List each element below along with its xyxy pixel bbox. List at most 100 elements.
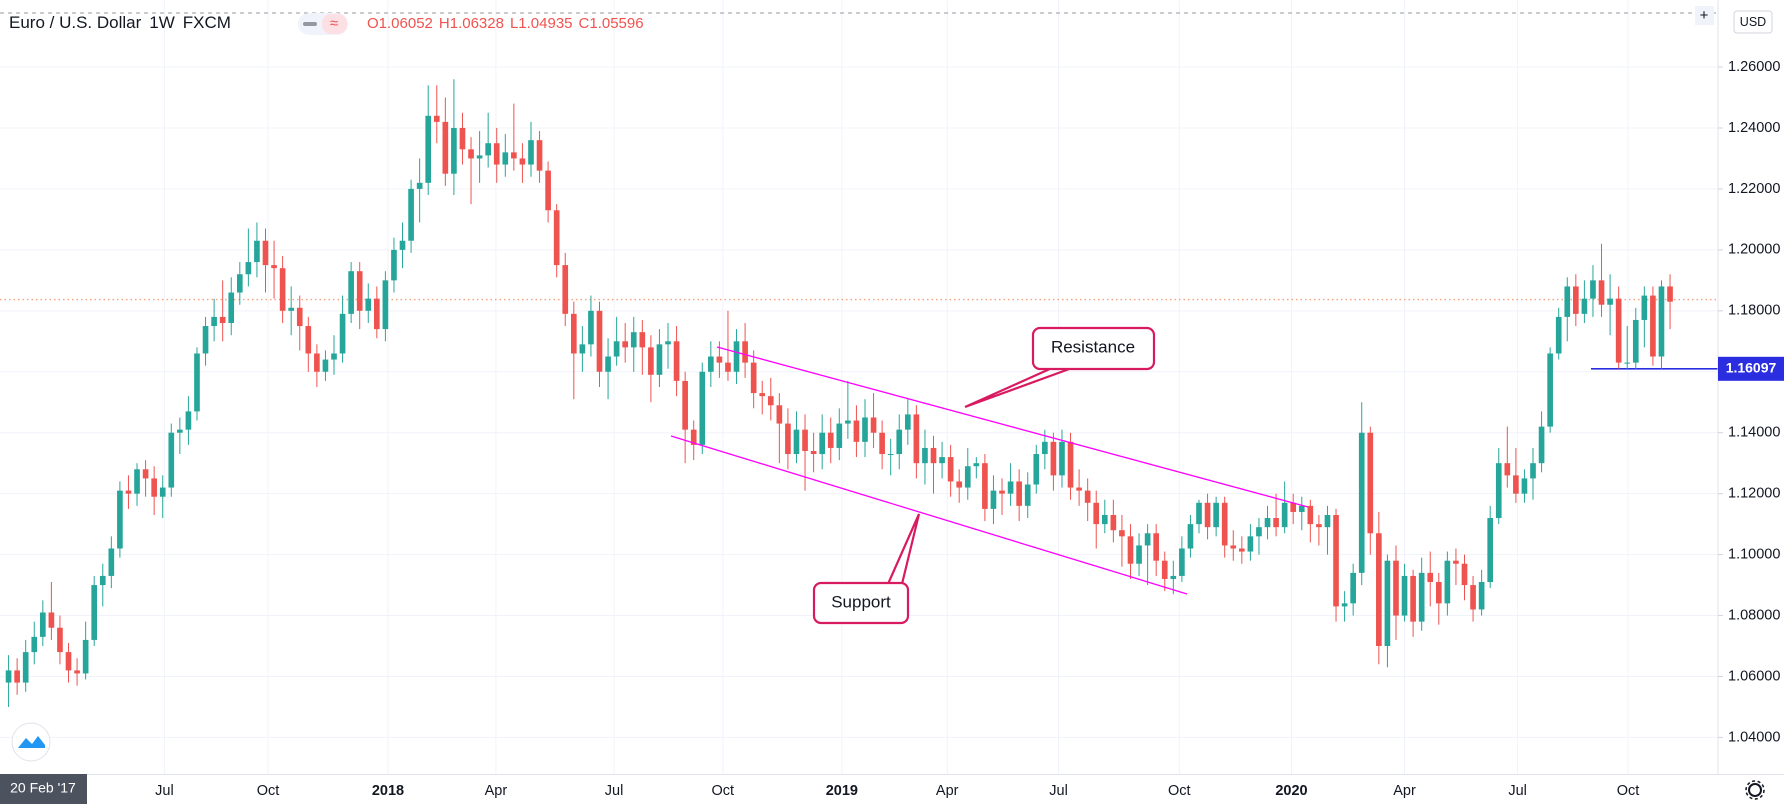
plus-icon[interactable]: + [1700,7,1709,24]
candle-body [271,265,277,269]
candle-body [433,115,440,122]
candle-body [177,429,183,433]
candle-body [793,429,800,455]
candle-body [125,490,132,494]
y-tick-label: 1.08000 [1728,607,1780,623]
candle-body [185,411,192,430]
candle-body [1247,536,1254,552]
candle-body [236,274,243,293]
candle-body [1316,524,1322,528]
y-tick-label: 1.24000 [1728,120,1780,136]
candle-body [1384,560,1391,647]
candle-body [305,326,312,354]
candle-body [1007,481,1014,494]
candle-body [1461,563,1468,586]
candle-body [228,292,235,324]
candle-body [1110,514,1117,531]
candle-body [896,429,903,455]
plus-button[interactable] [1695,6,1714,25]
candle-body [648,347,654,375]
candle-body [1530,463,1536,479]
x-tick-label: 2020 [1275,783,1307,799]
candle-body [1444,560,1451,604]
candle-body [836,423,843,448]
candle-body [1230,545,1237,549]
candle-body [1607,298,1613,305]
x-tick-label: 2019 [826,783,858,799]
support-label-box [812,581,910,625]
candle-body [1590,280,1596,299]
candle-body [502,152,509,165]
candle-body [1059,441,1065,476]
candle-body [1658,286,1665,357]
candle-body [1478,582,1485,610]
candle-body [596,310,603,372]
candle-body [408,188,414,241]
support-label: Support [831,592,891,611]
candle-body [588,310,594,345]
candle-body [1624,362,1631,364]
grid [0,0,1718,774]
candle-body [699,371,706,445]
support-callout [886,513,921,585]
candle-body [91,585,98,640]
candle-body [690,429,697,445]
candle-body [1101,514,1108,525]
candle-body [416,182,423,189]
candle-body [733,341,740,372]
candle-body [22,652,29,683]
status-icon [303,22,317,26]
currency-box[interactable] [1733,10,1773,34]
candle-body [1042,441,1048,455]
candle-body [442,121,449,174]
candle-body [1067,441,1074,488]
candle-body [767,396,774,406]
candle-body [211,316,217,327]
candle-body [785,423,791,455]
y-tick-label: 1.22000 [1728,181,1780,197]
candle-body [279,268,286,311]
candle-body [904,414,911,430]
candle-body [1401,575,1408,616]
candle-body [613,341,620,357]
candle-body [562,265,569,314]
settings-icon[interactable] [1748,783,1762,797]
candle-body [1632,319,1639,363]
candle-body [1256,527,1262,537]
candle-body [1144,533,1151,546]
candle-body [862,417,868,442]
y-tick-label: 1.04000 [1728,729,1780,745]
candle-body [322,359,329,372]
candle-body [1050,441,1057,476]
logo-icon[interactable] [18,736,45,748]
candle-body [48,612,55,628]
candle-body [1161,560,1168,579]
candle-body [1435,582,1442,604]
logo-button[interactable] [11,722,51,762]
candle-body [665,341,671,345]
support-trendline [670,435,1188,595]
settings-icon-teeth[interactable] [1745,780,1765,800]
currency-label[interactable]: USD [1740,15,1766,29]
x-tick-label: 2018 [372,783,404,799]
candle-body [973,463,980,467]
candle-body [5,670,12,683]
candle-body [802,429,808,451]
candle-body [1264,518,1271,528]
candle-body [1281,502,1288,528]
candle-body [1564,286,1571,317]
candle-body [1290,502,1297,512]
y-tick-label: 1.10000 [1728,546,1780,562]
candle-body [682,380,688,430]
candle-body [1016,481,1022,506]
candle-body [1024,484,1031,506]
candle-body [1581,298,1588,314]
candle-body [947,457,954,482]
candle-body [39,612,46,637]
candle-body [605,356,611,372]
candle-body [750,362,757,394]
y-tick-label: 1.26000 [1728,59,1780,75]
